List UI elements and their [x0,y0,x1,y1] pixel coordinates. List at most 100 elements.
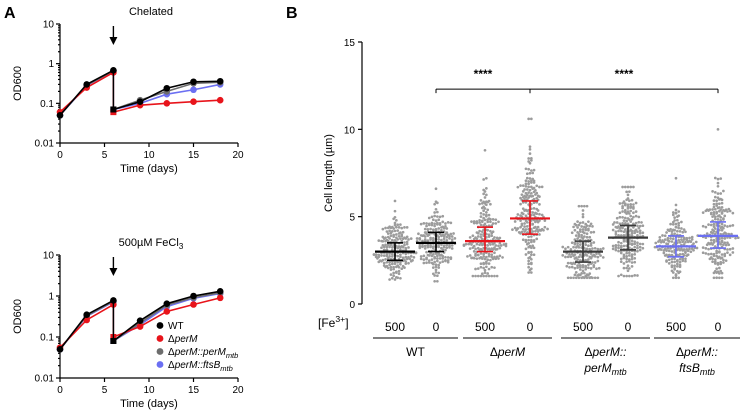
cell-point [690,238,694,241]
cell-point [389,243,393,247]
cell-point [485,187,488,190]
cell-point [446,233,450,237]
legend-label-part: mtb [226,351,239,360]
cell-point [669,227,672,231]
cell-point [431,272,435,276]
group-label: ΔperM:: [584,345,626,359]
cell-point [573,238,577,241]
cell-point [688,247,691,251]
cell-point [434,263,438,267]
cell-point [684,250,687,253]
cell-point [527,117,531,121]
cell-point [713,227,717,230]
cell-point [574,256,578,259]
cell-point [569,261,573,265]
cell-point [719,242,723,246]
cell-point [437,245,441,249]
cell-point [440,238,443,242]
cell-point [713,258,717,261]
cell-point [482,205,485,209]
cell-point [663,234,667,238]
cell-point [674,211,678,215]
cell-point [628,258,631,261]
y-axis-title: OD600 [12,66,24,101]
data-point [110,67,117,74]
cell-point [709,223,713,227]
cell-point [524,191,528,195]
cell-point [485,255,488,259]
cell-point [540,213,544,217]
cell-point [450,235,454,238]
cell-point [716,218,720,221]
cell-point [617,234,620,237]
dose-label: 0 [625,320,632,334]
cell-point [397,234,401,238]
cell-point [486,272,490,275]
cell-point [592,241,596,244]
cell-point [487,274,491,278]
x-tick-label: 10 [143,385,155,396]
cell-point [634,201,638,205]
chart-title: 500µM FeCl3 [119,237,184,251]
cell-point [483,148,487,152]
cell-point [628,274,631,278]
data-point [190,78,197,86]
cell-point [468,241,472,245]
cell-point [570,265,574,269]
series-line [59,299,114,350]
cell-point [470,220,473,223]
cell-point [389,268,393,272]
cell-point [534,211,537,215]
cell-point [445,246,449,250]
cell-point [572,276,575,280]
cell-point [622,262,626,265]
cell-point [521,207,525,211]
cell-point [531,194,535,198]
cell-point [592,264,596,267]
cell-point [493,266,496,270]
cell-point [479,233,483,236]
cell-point [534,229,537,233]
cell-point [728,224,732,228]
group-label: ΔperM:: [676,345,718,359]
cell-point [445,235,449,239]
legend-label: ΔperM::ftsBmtb [168,360,233,373]
cell-point [722,243,725,246]
cell-point [400,245,404,248]
cell-point [393,262,397,266]
cell-point [388,229,391,233]
cell-point [377,255,381,259]
cell-point [524,253,528,256]
cell-point [436,221,439,225]
cell-point [390,230,394,233]
cell-point [564,255,567,259]
cell-point [713,217,717,221]
cell-point [497,244,500,248]
cell-point [497,220,500,224]
cell-point [716,127,720,131]
cell-point [546,227,549,231]
cell-point [678,241,682,244]
cell-point [723,254,727,258]
cell-point [671,213,675,217]
cell-point [727,207,731,211]
cell-point [661,239,664,242]
cell-point [495,255,499,259]
legend-label-part: perM::ftsB [174,360,221,371]
cell-point [578,259,582,262]
cell-point [494,218,498,222]
cell-point [570,231,574,235]
cell-point [381,258,385,262]
y-tick-label: 0.1 [40,333,54,344]
cell-point [441,225,445,229]
cell-point [385,230,389,233]
cell-point [626,185,630,189]
cell-point [653,245,657,249]
cell-point [666,228,670,232]
group-label: ΔperM [490,345,525,359]
cell-point [623,221,627,225]
cell-point [573,222,577,226]
cell-point [419,255,423,258]
cell-point [407,246,410,249]
cell-point [584,228,588,232]
